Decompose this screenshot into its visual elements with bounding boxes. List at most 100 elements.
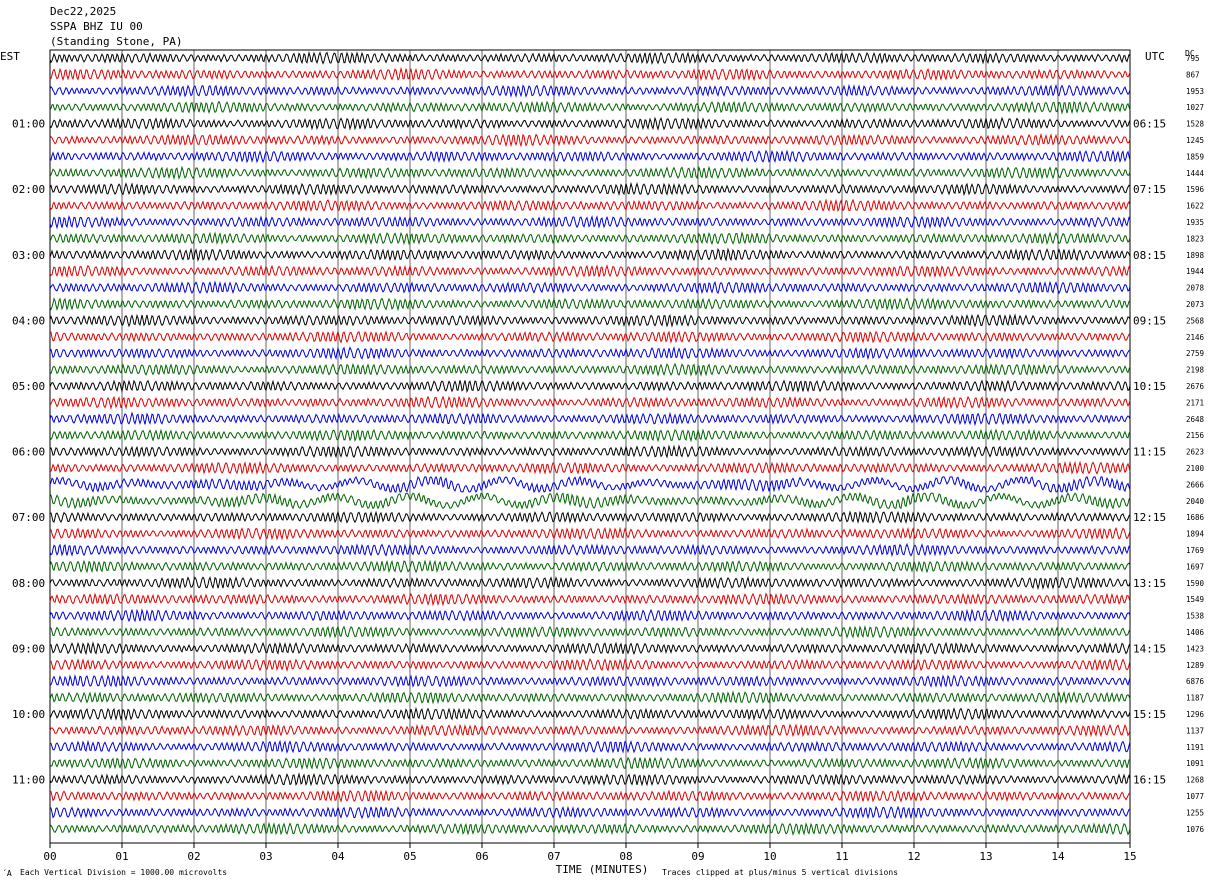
trace-row-27 [49,475,1131,494]
trace-row-34 [49,592,1131,607]
trace-row-38 [49,658,1131,673]
trace-row-40 [49,690,1131,705]
x-tick-label: 05 [403,850,416,863]
utc-hour-label: 16:15 [1133,774,1166,787]
dc-offset-label: 1823 [1186,234,1204,243]
utc-hour-label: 07:15 [1133,183,1166,196]
est-hour-label: 09:00 [12,642,45,655]
est-hour-label: 10:00 [12,708,45,721]
trace-row-23 [49,411,1131,427]
utc-hour-label: 08:15 [1133,249,1166,262]
x-tick-label: 01 [115,850,128,863]
est-hour-label: 05:00 [12,380,45,393]
dc-offset-label: 1549 [1186,595,1204,604]
est-hour-label: 08:00 [12,577,45,590]
trace-row-5 [49,116,1131,131]
trace-row-46 [49,789,1131,803]
trace-row-21 [49,379,1131,394]
dc-offset-label: 1444 [1186,169,1205,178]
trace-row-4 [49,100,1131,115]
x-tick-label: 03 [259,850,272,863]
trace-row-26 [49,460,1131,475]
dc-offset-label: 2676 [1186,382,1205,391]
dc-offset-label: 2073 [1186,300,1204,309]
trace-row-14 [49,264,1131,279]
trace-row-35 [49,608,1131,623]
est-hour-label: 06:00 [12,446,45,459]
utc-hour-label: 10:15 [1133,380,1166,393]
x-tick-label: 00 [43,850,56,863]
dc-offset-label: 1953 [1186,87,1204,96]
trace-row-37 [49,641,1131,656]
trace-row-17 [49,313,1131,328]
utc-hour-label: 06:15 [1133,118,1166,131]
dc-offset-label: 1289 [1186,661,1204,670]
trace-row-3 [49,83,1131,98]
corner-mark: ´A [2,869,12,878]
trace-row-36 [49,625,1131,639]
dc-offset-label: 2198 [1186,366,1205,375]
x-tick-label: 06 [475,850,488,863]
x-tick-label: 12 [907,850,920,863]
trace-row-45 [49,772,1131,787]
utc-hour-label: 11:15 [1133,446,1166,459]
dc-offset-label: 1769 [1186,546,1204,555]
dc-offset-label: 1255 [1186,808,1204,817]
dc-offset-label: 2623 [1186,448,1204,457]
dc-offset-label: 2568 [1186,316,1205,325]
trace-row-9 [49,181,1131,197]
est-hour-label: 04:00 [12,314,45,327]
dc-offset-label: 2666 [1186,480,1205,489]
dc-offset-label: 2171 [1186,398,1204,407]
seismic-traces [49,51,1131,836]
dc-offset-label: 1076 [1186,825,1205,834]
dc-offset-label: 1697 [1186,562,1204,571]
dc-offset-label: 1423 [1186,644,1204,653]
dc-offset-label: 1622 [1186,202,1204,211]
utc-hour-label: 12:15 [1133,511,1166,524]
dc-offset-label: 1296 [1186,710,1205,719]
trace-row-33 [49,575,1131,591]
dc-offset-label: 2146 [1186,333,1205,342]
dc-offset-label: 1590 [1186,579,1205,588]
est-hour-label: 01:00 [12,118,45,131]
utc-hour-label: 15:15 [1133,708,1166,721]
clip-note: Traces clipped at plus/minus 5 vertical … [662,868,899,877]
trace-row-11 [49,214,1131,230]
dc-offset-label: 1538 [1186,612,1205,621]
x-tick-label: 04 [331,850,345,863]
dc-offset-label: 1137 [1186,726,1204,735]
est-hour-label: 02:00 [12,183,45,196]
plot-date: Dec22,2025 [50,5,117,18]
dc-offset-label: 1596 [1186,185,1205,194]
x-tick-label: 11 [835,850,848,863]
x-tick-label: 14 [1051,850,1065,863]
dc-offset-label: 1091 [1186,759,1204,768]
x-tick-label: 13 [979,850,992,863]
dc-offset-label: 1894 [1186,530,1205,539]
dc-offset-label: 2156 [1186,431,1205,440]
axis-labels: 00 01 02 03 04 05 06 07 08 09 10 11 12 13 14 15 795 867 19… [12,54,1205,863]
dc-offset-label: 1406 [1186,628,1205,637]
est-label: EST [0,50,20,63]
trace-row-18 [49,330,1131,344]
dc-offset-label: 867 [1186,70,1200,79]
trace-row-15 [49,280,1131,295]
trace-row-28 [49,491,1131,510]
dc-offset-label: 2100 [1186,464,1205,473]
trace-row-22 [49,395,1131,410]
est-hour-label: 03:00 [12,249,45,262]
trace-row-8 [49,165,1131,181]
x-tick-label: 09 [691,850,704,863]
trace-row-29 [49,510,1131,524]
dc-offset-label: 1944 [1186,267,1205,276]
dc-offset-label: 1898 [1186,251,1205,260]
trace-row-32 [49,559,1131,574]
trace-row-25 [49,444,1131,459]
dc-offset-label: 1686 [1186,513,1205,522]
dc-offset-label: 1528 [1186,120,1205,129]
trace-row-2 [49,66,1131,82]
utc-hour-label: 13:15 [1133,577,1166,590]
trace-row-41 [49,706,1131,722]
